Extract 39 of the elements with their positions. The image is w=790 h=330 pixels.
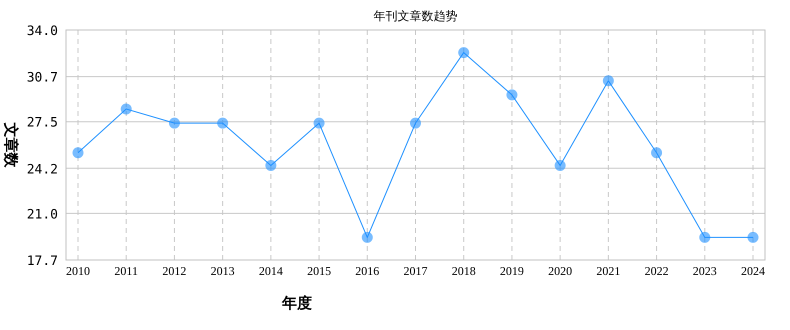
y-tick-label: 30.7 [26,70,58,86]
point [217,118,228,129]
point [410,118,421,129]
point [699,232,710,243]
y-tick-label: 24.2 [26,162,58,178]
point [168,118,180,129]
y-tick-label: 27.5 [26,116,58,131]
x-tick-label: 2022 [644,264,669,278]
x-tick-label: 2021 [596,264,620,278]
point [265,160,276,171]
point [748,232,758,243]
chart-title: 年刊文章数趋势 [374,9,458,23]
point [458,47,470,58]
y-tick-label: 17.7 [26,254,58,269]
y-tick-label: 21.0 [26,207,58,222]
x-tick-label: 2019 [500,264,524,278]
x-tick-label: 2018 [452,264,476,278]
x-tick-label: 2017 [404,264,428,278]
y-axis-title: 文章数 [2,122,20,168]
point [506,89,518,100]
point [554,160,566,171]
point [72,147,84,158]
x-tick-label: 2012 [162,264,186,278]
point [651,147,662,158]
x-tick-label: 2015 [307,264,332,278]
x-tick-label: 2020 [548,264,572,278]
x-tick-label: 2011 [114,264,138,278]
point [602,75,614,86]
x-axis-title: 年度 [281,294,312,312]
point [362,232,373,243]
x-tick-label: 2010 [66,264,90,278]
x-tick-label: 2023 [692,264,717,278]
x-tick-label: 2016 [355,264,380,278]
x-tick-label: 2024 [741,264,765,278]
y-tick-label: 34.0 [26,24,58,39]
point [120,104,132,115]
x-tick-label: 2014 [258,264,283,278]
point [314,118,325,129]
x-tick-label: 2013 [210,264,235,278]
